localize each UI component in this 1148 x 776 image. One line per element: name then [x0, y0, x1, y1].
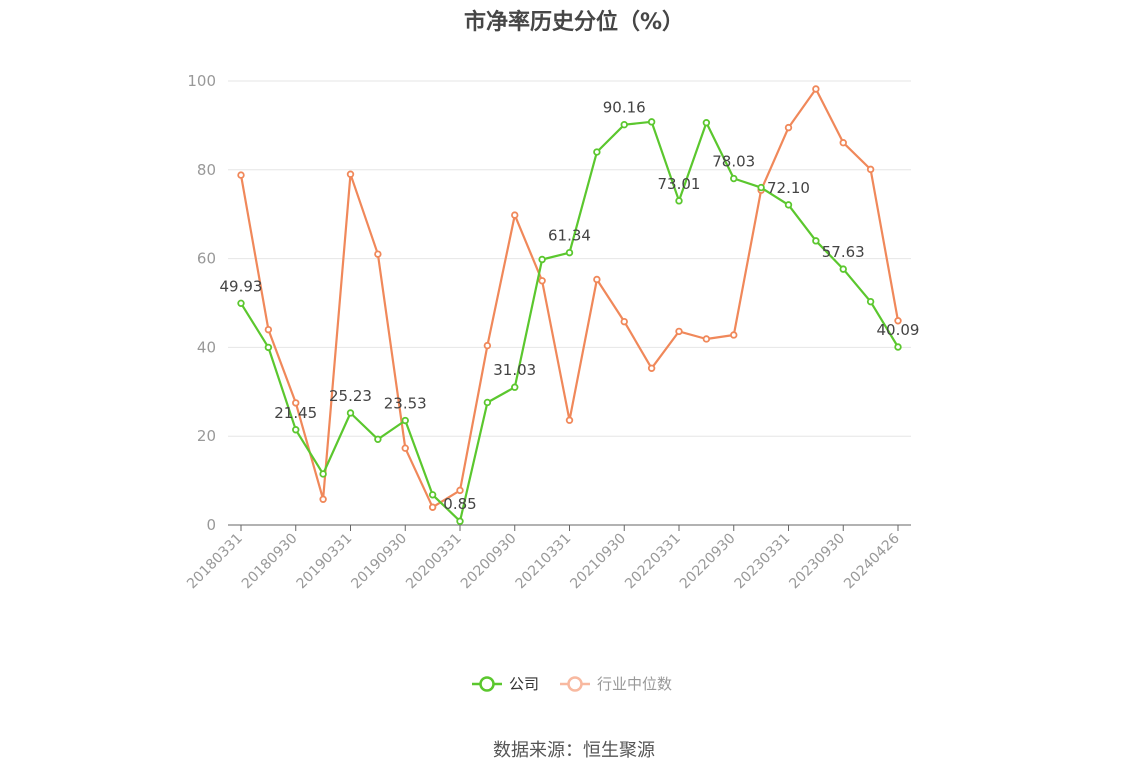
- legend-item-company[interactable]: 公司: [472, 675, 539, 693]
- company-data-label: 73.01: [658, 175, 701, 193]
- x-tick-label: 20230331: [732, 531, 794, 593]
- company-data-point[interactable]: [784, 201, 793, 209]
- industry-data-point[interactable]: [319, 495, 327, 503]
- x-tick-label: 20220331: [622, 531, 684, 593]
- company-data-point[interactable]: [237, 299, 245, 308]
- company-data-label: 21.45: [274, 404, 317, 422]
- industry-data-point[interactable]: [620, 317, 628, 326]
- industry-data-point[interactable]: [264, 325, 273, 334]
- company-data-point[interactable]: [839, 265, 847, 273]
- x-tick-label: 20230930: [786, 531, 848, 593]
- industry-data-point[interactable]: [839, 139, 847, 147]
- company-data-point[interactable]: [264, 343, 273, 352]
- legend-label: 公司: [509, 675, 539, 693]
- company-data-label: 57.63: [822, 243, 865, 261]
- x-tick-label: 20210930: [567, 531, 629, 593]
- industry-data-point[interactable]: [374, 250, 382, 258]
- x-tick-label: 20240426: [841, 530, 903, 592]
- company-data-label: 23.53: [384, 395, 427, 413]
- series-layer: [237, 85, 902, 525]
- axis-layer: 0 20 40 60 80 100 2018033120180930201903312019…: [184, 72, 911, 592]
- company-data-point[interactable]: [565, 248, 574, 257]
- chart-title: 市净率历史分位（%）: [463, 10, 685, 35]
- x-tick-label: 20180930: [239, 531, 301, 593]
- y-tick-label: 0: [206, 516, 216, 534]
- legend-marker-icon: [567, 676, 583, 692]
- company-data-point[interactable]: [374, 435, 382, 444]
- y-tick-label: 100: [187, 72, 216, 90]
- industry-data-point[interactable]: [784, 123, 793, 132]
- legend-marker-icon: [479, 676, 495, 692]
- industry-data-point[interactable]: [593, 275, 601, 284]
- company-data-point[interactable]: [730, 174, 738, 183]
- industry-data-point[interactable]: [647, 364, 656, 372]
- industry-data-point[interactable]: [401, 444, 409, 452]
- grid-layer: [228, 80, 911, 437]
- x-tick-label: 20180331: [184, 531, 246, 593]
- y-tick-label: 20: [197, 427, 216, 445]
- company-data-point[interactable]: [292, 426, 300, 434]
- industry-data-point[interactable]: [894, 317, 902, 325]
- company-data-point[interactable]: [428, 491, 437, 499]
- company-data-point[interactable]: [757, 183, 765, 192]
- company-data-label: 72.10: [767, 179, 810, 197]
- x-tick-label: 20190331: [294, 531, 356, 593]
- industry-data-point[interactable]: [675, 327, 683, 336]
- industry-data-point[interactable]: [483, 341, 492, 350]
- company-data-point[interactable]: [620, 120, 628, 129]
- company-data-point[interactable]: [675, 197, 683, 205]
- industry-data-point[interactable]: [730, 331, 738, 339]
- legend[interactable]: 公司 行业中位数: [472, 675, 672, 693]
- company-data-label: 40.09: [877, 321, 920, 339]
- y-tick-label: 80: [197, 161, 216, 179]
- industry-data-point[interactable]: [456, 486, 464, 495]
- company-data-label: 61.34: [548, 227, 591, 245]
- company-data-point[interactable]: [511, 383, 519, 391]
- company-data-point[interactable]: [593, 148, 601, 156]
- legend-label: 行业中位数: [597, 675, 672, 693]
- industry-data-point[interactable]: [428, 503, 437, 511]
- company-data-label: 90.16: [603, 99, 646, 117]
- company-data-label: 31.03: [493, 361, 536, 379]
- industry-data-point[interactable]: [346, 170, 355, 178]
- company-data-point[interactable]: [483, 398, 492, 407]
- company-data-point[interactable]: [346, 409, 355, 417]
- legend-item-industry[interactable]: 行业中位数: [560, 675, 672, 693]
- company-data-point[interactable]: [319, 470, 327, 478]
- x-tick-label: 20190930: [348, 531, 410, 593]
- industry-data-point[interactable]: [511, 211, 519, 219]
- company-data-point[interactable]: [894, 343, 902, 351]
- company-data-point[interactable]: [866, 297, 875, 306]
- company-data-label: 49.93: [220, 277, 263, 295]
- industry-data-point[interactable]: [812, 85, 820, 93]
- company-data-label: 78.03: [712, 153, 755, 171]
- x-tick-label: 20210331: [513, 531, 575, 593]
- industry-data-point[interactable]: [866, 165, 875, 174]
- industry-data-point[interactable]: [702, 335, 711, 343]
- data-label-layer: 49.93 21.45 25.23 23.53 0.85 31.03 61.34 90.16 7…: [220, 99, 920, 514]
- industry-data-point[interactable]: [565, 416, 574, 424]
- company-data-point[interactable]: [812, 237, 820, 245]
- data-source-note: 数据来源：恒生聚源: [493, 740, 655, 761]
- company-data-point[interactable]: [538, 255, 546, 264]
- company-data-point[interactable]: [647, 118, 656, 126]
- industry-data-point[interactable]: [538, 277, 546, 285]
- x-tick-label: 20200930: [458, 531, 520, 593]
- industry-data-point[interactable]: [292, 399, 300, 407]
- x-tick-label: 20200331: [403, 531, 465, 593]
- x-tick-label: 20220930: [677, 531, 739, 593]
- company-data-point[interactable]: [401, 416, 409, 425]
- company-data-point[interactable]: [702, 119, 711, 127]
- industry-series-line: [239, 87, 900, 509]
- company-data-label: 25.23: [329, 387, 372, 405]
- company-data-point[interactable]: [456, 517, 464, 525]
- industry-data-point[interactable]: [237, 171, 245, 179]
- company-data-label: 0.85: [443, 495, 476, 513]
- y-tick-label: 60: [197, 250, 216, 268]
- y-tick-label: 40: [197, 338, 216, 356]
